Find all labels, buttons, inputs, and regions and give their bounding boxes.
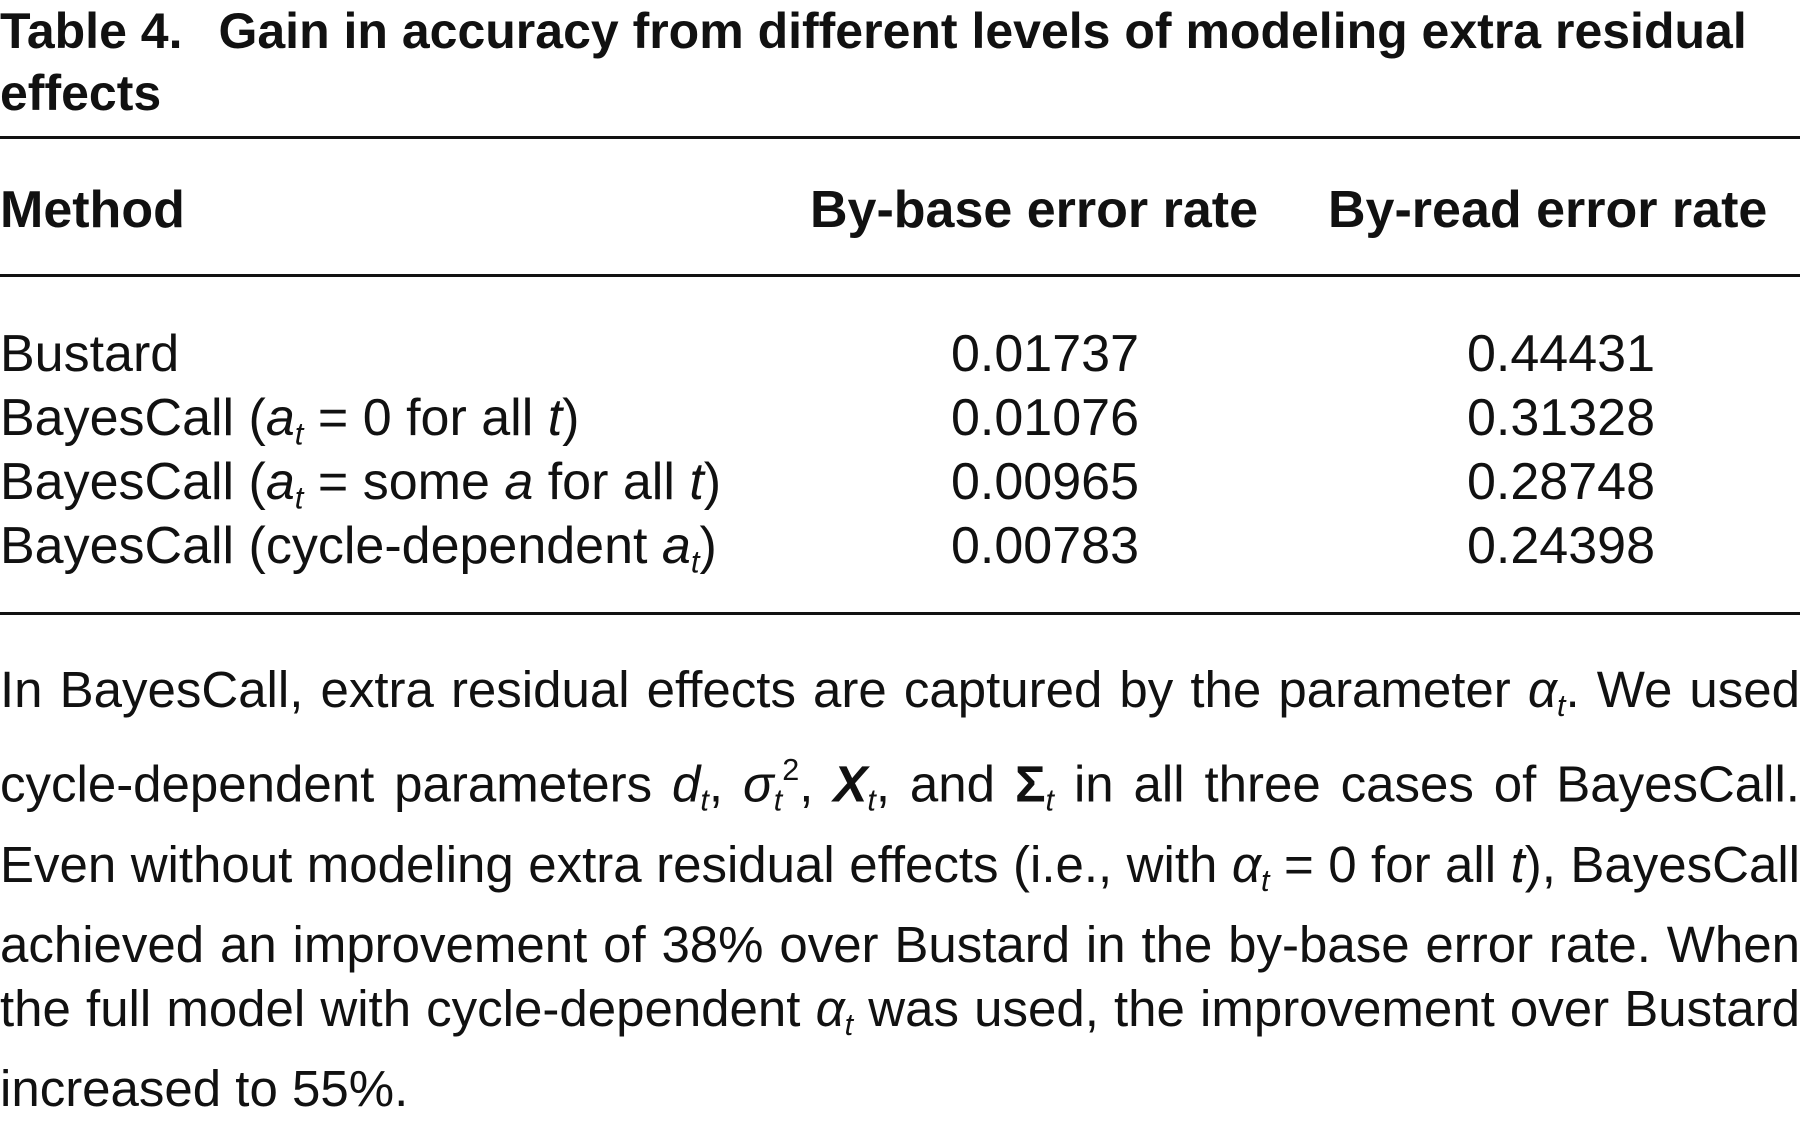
math: t: [1556, 689, 1566, 724]
math: a: [661, 517, 691, 575]
table-label: Table 4.: [0, 3, 183, 59]
text: ,: [708, 755, 743, 813]
text: ): [699, 517, 717, 575]
number-cell: 0.31328: [1467, 389, 1655, 447]
number-cell: 0.01076: [951, 389, 1139, 447]
column-header: By-base error rate: [810, 181, 1258, 239]
math: t: [773, 783, 783, 818]
column-header: By-read error rate: [1328, 181, 1768, 239]
text: = 0 for all: [1269, 835, 1511, 893]
text: ): [703, 453, 722, 511]
math: a: [504, 453, 534, 511]
math: α: [1231, 835, 1261, 893]
text: ): [562, 389, 580, 447]
top-rule: [0, 136, 1800, 139]
column-header: Method: [0, 181, 185, 239]
math: t: [1510, 835, 1525, 893]
math: a: [265, 453, 295, 511]
text: ), BayesCall achieved an improvement of …: [0, 835, 1800, 1037]
math: t: [844, 1008, 854, 1043]
math: a: [265, 389, 295, 447]
method-cell: Bustard: [0, 322, 179, 386]
math: Σ: [1014, 755, 1046, 813]
table-note: In BayesCall, extra residual effects are…: [0, 658, 1800, 1121]
method-cell: BayesCall (cycle-dependent at): [0, 514, 717, 594]
text: , and: [875, 755, 1015, 813]
header-rule: [0, 274, 1800, 277]
number-cell: 0.00965: [951, 453, 1139, 511]
text: in all three cases of BayesCall. Even wi…: [0, 755, 1800, 893]
number-cell: 0.01737: [951, 325, 1139, 383]
text: BayesCall (: [0, 453, 266, 511]
text: ,: [799, 755, 834, 813]
text: Bustard: [0, 325, 180, 383]
number-cell: 0.44431: [1467, 325, 1655, 383]
table-title: Table 4. Gain in accuracy from different …: [0, 0, 1790, 124]
text: = 0 for all: [303, 389, 548, 447]
number-cell: 0.28748: [1467, 453, 1655, 511]
math: t: [294, 416, 304, 452]
number-cell: 0.24398: [1467, 517, 1655, 575]
text: BayesCall (cycle-dependent: [0, 517, 662, 575]
math: α: [1527, 661, 1557, 718]
math: 2: [782, 753, 800, 788]
text: In BayesCall, extra residual effects are…: [0, 661, 1528, 718]
text: BayesCall (: [0, 389, 266, 447]
math: t: [690, 544, 700, 580]
math: α: [815, 979, 845, 1037]
text: for all: [533, 453, 690, 511]
text: = some: [303, 453, 505, 511]
number-cell: 0.00783: [951, 517, 1139, 575]
title-text: Gain in accuracy from different levels o…: [0, 3, 1747, 121]
math: t: [700, 783, 709, 818]
math: X: [833, 755, 868, 813]
math: t: [689, 453, 704, 511]
math: d: [672, 755, 701, 813]
math: t: [867, 783, 876, 818]
bottom-rule: [0, 612, 1800, 615]
text: . We used cycle-dependent parameters: [0, 661, 1800, 813]
method-cell: BayesCall (at = 0 for all t): [0, 386, 579, 466]
math: t: [1260, 863, 1270, 898]
method-cell: BayesCall (at = some a for all t): [0, 450, 721, 530]
math: t: [1045, 783, 1055, 818]
math: σ: [742, 755, 774, 813]
math: t: [547, 389, 563, 447]
math: t: [294, 480, 304, 516]
